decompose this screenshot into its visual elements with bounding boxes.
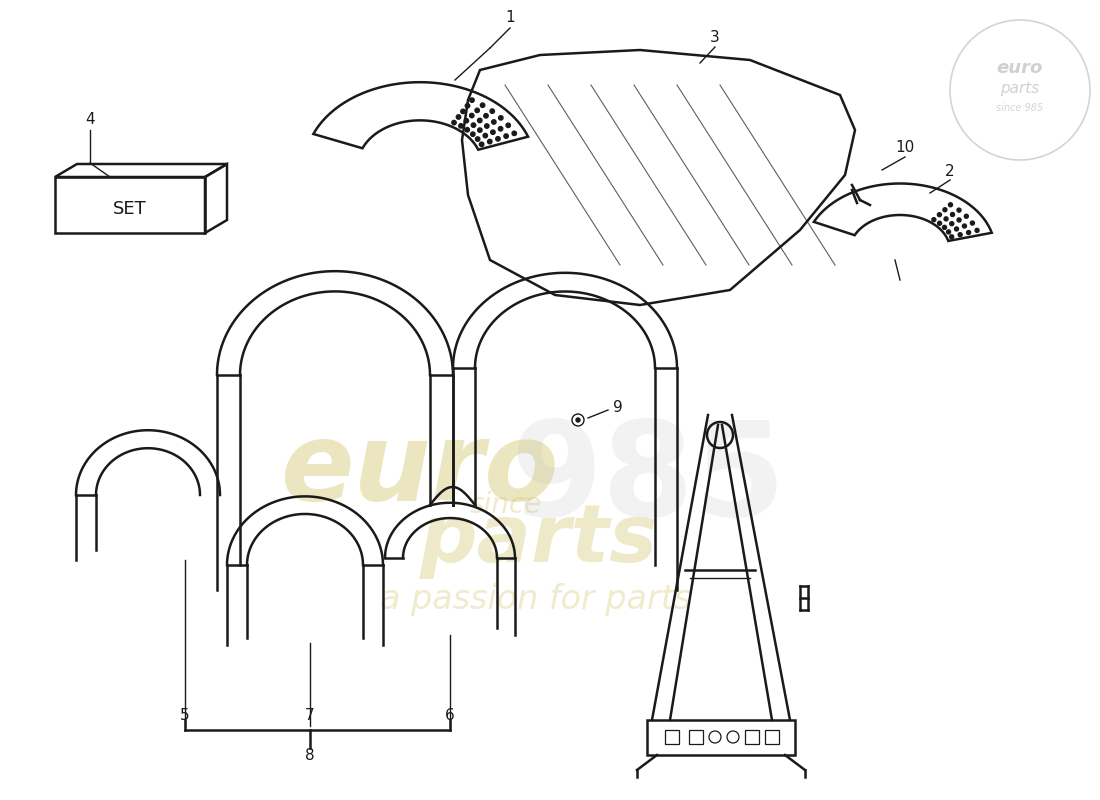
Text: euro: euro [280,417,559,523]
Text: 7: 7 [305,709,315,723]
Circle shape [496,137,500,141]
Circle shape [957,208,961,212]
Circle shape [506,123,510,127]
Circle shape [958,233,962,237]
Text: a passion for parts: a passion for parts [379,583,691,617]
Circle shape [504,134,508,138]
Circle shape [471,123,475,127]
Circle shape [490,109,494,114]
Circle shape [480,142,484,146]
Text: 2: 2 [945,165,955,179]
Circle shape [937,213,942,217]
Circle shape [456,114,461,119]
Text: 8: 8 [305,749,315,763]
Text: SET: SET [113,200,147,218]
Circle shape [475,137,480,142]
Circle shape [485,124,490,128]
Circle shape [943,208,947,212]
Circle shape [943,226,946,230]
Circle shape [962,224,967,228]
Circle shape [937,222,942,226]
Text: euro: euro [997,59,1043,77]
Circle shape [948,202,953,206]
Circle shape [967,230,970,234]
Text: 9: 9 [613,401,623,415]
Circle shape [461,109,465,114]
Circle shape [484,114,488,118]
Circle shape [498,126,503,131]
Circle shape [975,228,979,232]
Circle shape [477,118,482,122]
Circle shape [950,213,955,217]
Circle shape [483,134,487,138]
Circle shape [947,230,950,234]
Circle shape [965,214,968,218]
Text: parts: parts [420,501,658,579]
Circle shape [465,127,470,132]
Circle shape [487,139,492,144]
Circle shape [470,98,474,102]
Text: 10: 10 [895,141,914,155]
Circle shape [459,124,463,128]
Circle shape [513,131,517,135]
Text: 1: 1 [505,10,515,26]
Circle shape [949,235,954,239]
Circle shape [491,130,495,134]
Circle shape [464,118,469,123]
Circle shape [944,217,948,221]
Circle shape [932,218,936,222]
Text: since 985: since 985 [997,103,1044,113]
Text: 5: 5 [180,709,190,723]
Circle shape [957,218,961,222]
Text: 3: 3 [711,30,719,46]
Circle shape [576,418,580,422]
Circle shape [481,103,485,107]
Text: since: since [470,491,542,519]
Circle shape [498,116,503,120]
Circle shape [471,132,475,136]
Circle shape [452,120,456,125]
Text: 985: 985 [510,417,785,543]
Circle shape [492,120,496,124]
Circle shape [955,227,958,231]
Circle shape [465,103,470,108]
Text: 6: 6 [446,709,455,723]
Text: parts: parts [1000,81,1040,95]
Circle shape [470,114,474,118]
Text: 4: 4 [85,113,95,127]
Circle shape [477,128,482,132]
Circle shape [475,108,480,113]
Circle shape [970,221,975,225]
Circle shape [949,222,954,226]
